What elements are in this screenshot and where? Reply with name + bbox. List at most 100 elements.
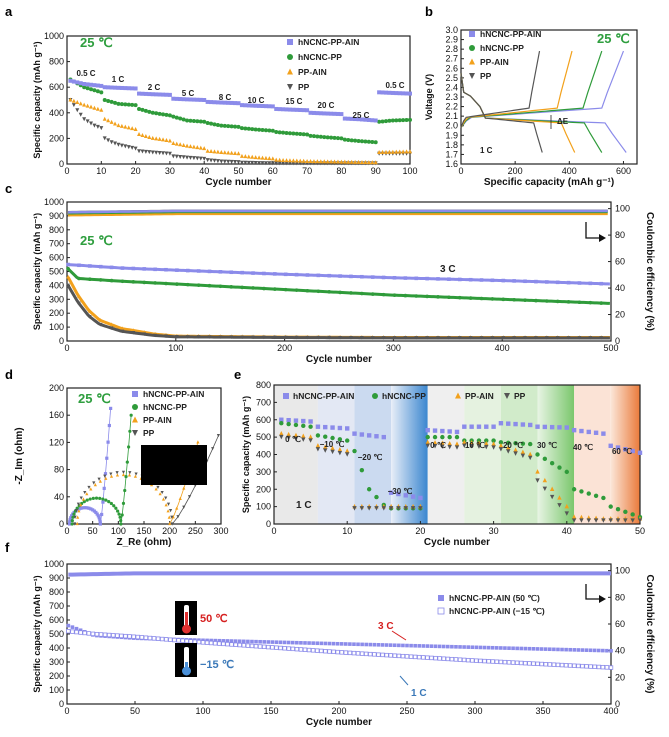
data-point [307, 641, 311, 645]
panel-label-f: f [5, 540, 10, 555]
data-point [363, 651, 369, 657]
data-point [577, 300, 582, 305]
data-point [425, 336, 429, 340]
data-point [143, 108, 148, 113]
x-tick-label: 100 [402, 166, 417, 176]
data-point [267, 104, 272, 109]
data-point [260, 104, 265, 109]
data-point [240, 285, 244, 290]
data-point [263, 128, 268, 133]
data-point [205, 121, 210, 126]
data-point [123, 144, 128, 149]
data-point [119, 123, 124, 128]
data-point [257, 161, 262, 166]
data-point [92, 105, 97, 110]
data-point [261, 644, 267, 650]
data-point [81, 506, 85, 510]
data-point [79, 496, 83, 500]
data-point [130, 126, 135, 131]
data-point [408, 117, 412, 122]
data-point [98, 496, 102, 500]
data-point [418, 506, 423, 511]
data-point [370, 139, 375, 144]
temperature-label: 10 ℃ [465, 441, 485, 450]
data-point [315, 443, 321, 448]
data-point [160, 490, 164, 495]
data-point [469, 444, 474, 449]
temperature-label: 20 ℃ [503, 441, 523, 450]
data-point [315, 433, 321, 438]
data-point [409, 643, 413, 648]
data-point [535, 661, 540, 667]
data-point [462, 645, 466, 649]
data-point [154, 150, 159, 155]
data-point [236, 124, 241, 129]
data-point [514, 660, 520, 665]
data-point [93, 483, 97, 487]
data-point [577, 336, 582, 340]
data-point [114, 506, 118, 510]
data-point [246, 126, 251, 131]
data-point [579, 489, 584, 494]
data-point [178, 154, 183, 159]
data-point [316, 335, 321, 340]
data-point [73, 522, 77, 526]
data-point [164, 503, 168, 507]
data-point [109, 99, 114, 104]
data-point [76, 502, 81, 506]
data-point [498, 440, 504, 445]
data-point [397, 118, 402, 123]
data-point [376, 643, 381, 647]
data-point [392, 293, 397, 297]
data-point [257, 103, 262, 108]
data-point [380, 652, 385, 658]
data-point [83, 506, 87, 510]
data-point [185, 143, 190, 148]
data-point [486, 659, 491, 664]
data-point [469, 424, 474, 429]
data-point [202, 146, 207, 151]
legend-entry: PP [143, 428, 155, 438]
legend-marker [287, 68, 293, 75]
data-point [432, 440, 438, 445]
data-point [404, 91, 409, 96]
rate-arrow [391, 630, 407, 641]
data-point [468, 296, 473, 300]
data-point [392, 336, 397, 340]
data-point [76, 515, 80, 519]
data-point [262, 640, 266, 644]
data-point [123, 102, 128, 107]
data-point [185, 97, 190, 102]
data-point [490, 645, 495, 650]
data-point [571, 514, 577, 519]
data-point [515, 646, 519, 651]
data-point [75, 80, 80, 85]
data-point [287, 107, 292, 112]
data-point [82, 85, 87, 90]
data-point [433, 655, 438, 661]
y-tick-label: 2.6 [445, 63, 458, 73]
data-point [387, 149, 392, 154]
rate-label: 5 C [182, 89, 195, 98]
data-point [88, 309, 92, 313]
data-point [116, 142, 121, 147]
data-point [226, 100, 231, 105]
data-point [572, 648, 577, 652]
y-tick-label: 500 [256, 432, 271, 442]
data-point [257, 155, 262, 160]
data-point [161, 112, 166, 117]
y-tick-label: 800 [256, 380, 271, 390]
x-tick-label: 70 [302, 166, 312, 176]
data-point [97, 477, 101, 481]
data-point [557, 495, 562, 500]
legend-marker [437, 607, 445, 615]
data-point [106, 98, 111, 103]
data-point [392, 643, 397, 648]
data-point [77, 301, 81, 306]
data-point [315, 648, 320, 653]
data-point [318, 159, 323, 164]
data-point [349, 159, 354, 164]
data-point [250, 154, 255, 159]
data-point [520, 449, 526, 455]
data-point [109, 501, 113, 506]
